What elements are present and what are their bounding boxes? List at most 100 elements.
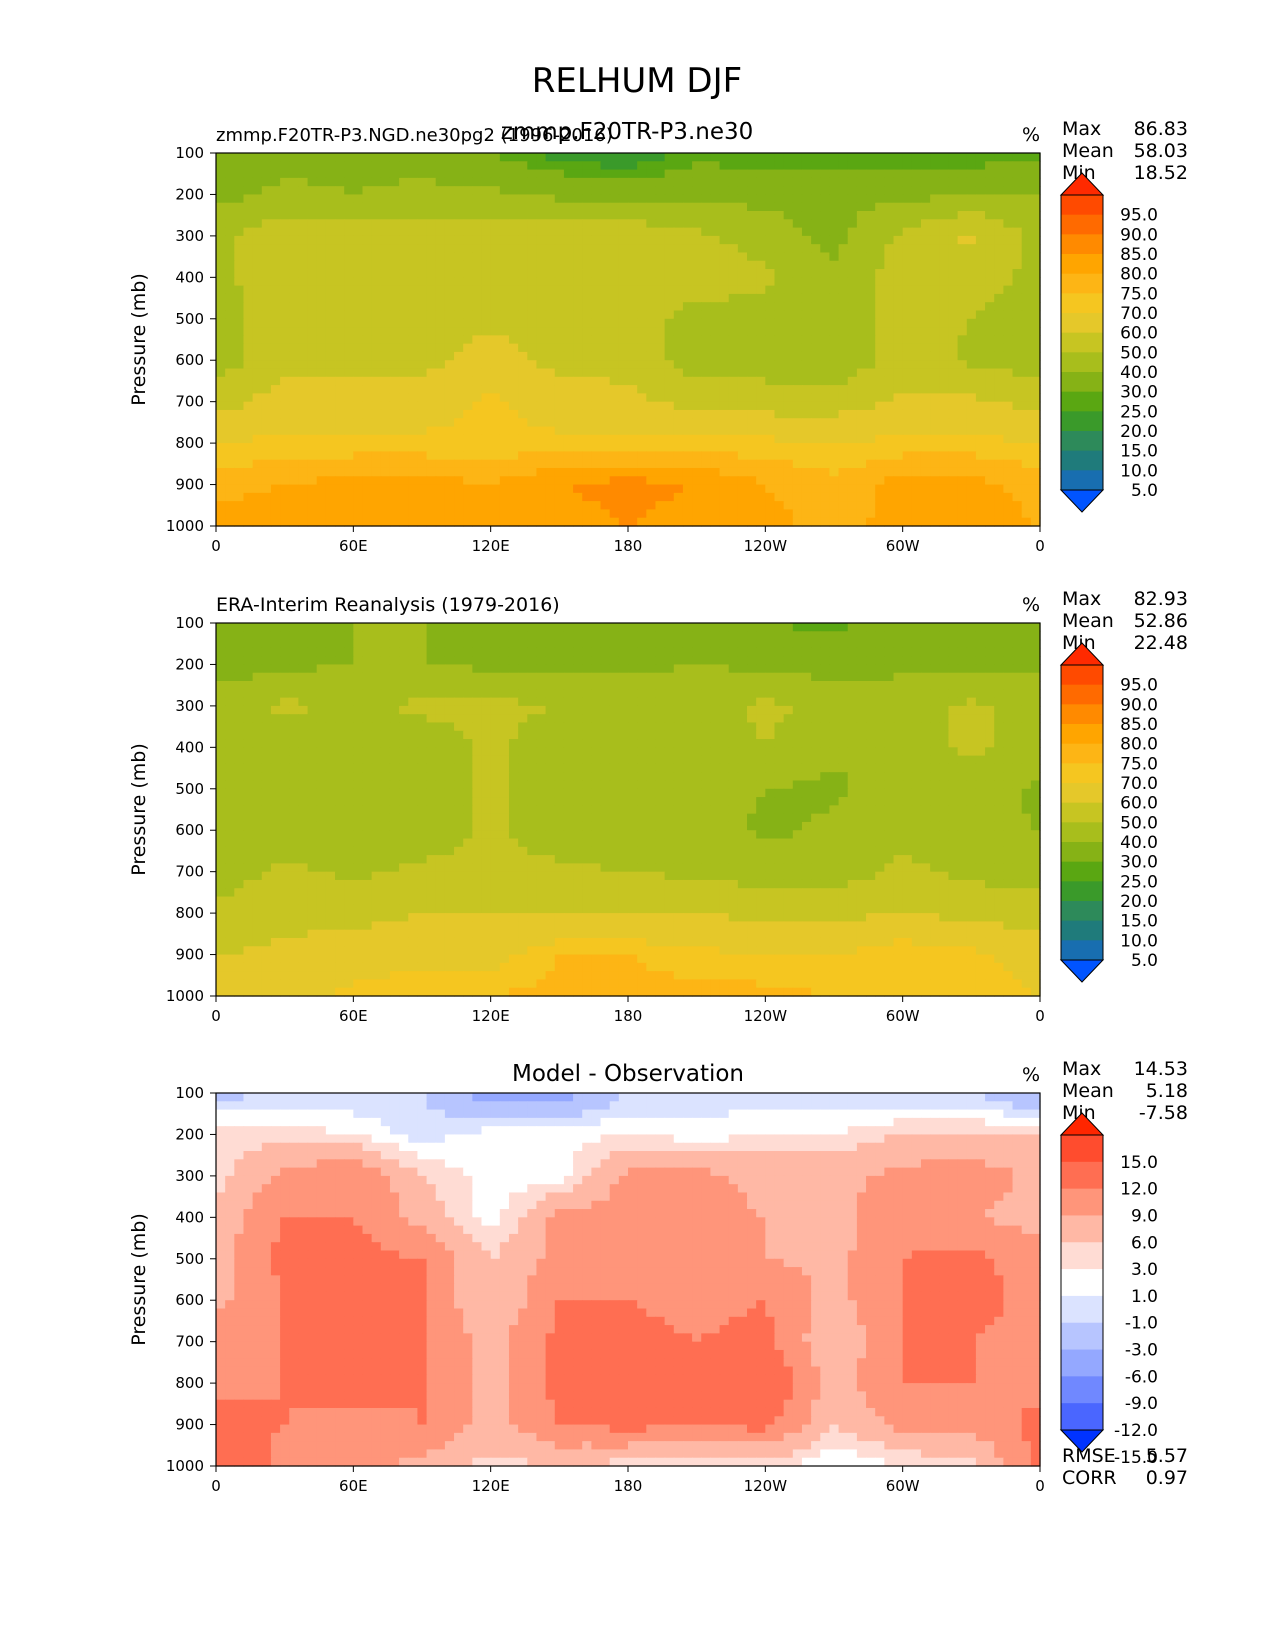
- heatmap-cell: [894, 369, 904, 378]
- heatmap-cell: [445, 228, 455, 237]
- heatmap-cell: [903, 509, 913, 518]
- heatmap-cell: [518, 698, 528, 707]
- heatmap-cell: [381, 385, 391, 394]
- heatmap-cell: [958, 369, 968, 378]
- heatmap-cell: [326, 518, 336, 527]
- heatmap-cell: [582, 360, 592, 369]
- heatmap-cell: [234, 509, 244, 518]
- heatmap-cell: [912, 476, 922, 485]
- heatmap-cell: [463, 211, 473, 220]
- heatmap-cell: [857, 476, 867, 485]
- heatmap-cell: [555, 360, 565, 369]
- heatmap-cell: [674, 369, 684, 378]
- heatmap-cell: [866, 219, 876, 228]
- heatmap-cell: [417, 170, 427, 179]
- heatmap-cell: [729, 186, 739, 195]
- heatmap-cell: [601, 509, 611, 518]
- heatmap-cell: [308, 302, 318, 311]
- heatmap-cell: [253, 252, 263, 261]
- heatmap-cell: [829, 468, 839, 477]
- heatmap-cell: [665, 310, 675, 319]
- heatmap-cell: [738, 203, 748, 212]
- heatmap-cell: [271, 435, 281, 444]
- heatmap-cell: [948, 310, 958, 319]
- heatmap-cell: [317, 369, 327, 378]
- heatmap-cell: [372, 656, 382, 665]
- heatmap-cell: [829, 319, 839, 328]
- heatmap-cell: [619, 194, 629, 203]
- heatmap-cell: [628, 468, 638, 477]
- heatmap-cell: [720, 236, 730, 245]
- heatmap-cell: [317, 194, 327, 203]
- heatmap-cell: [417, 427, 427, 436]
- heatmap-cell: [720, 640, 730, 649]
- heatmap-cell: [335, 427, 345, 436]
- heatmap-cell: [820, 664, 830, 673]
- heatmap-cell: [857, 435, 867, 444]
- heatmap-cell: [729, 509, 739, 518]
- heatmap-cell: [939, 656, 949, 665]
- heatmap-cell: [985, 673, 995, 682]
- heatmap-cell: [518, 170, 528, 179]
- heatmap-cell: [866, 435, 876, 444]
- heatmap-cell: [326, 664, 336, 673]
- heatmap-cell: [939, 170, 949, 179]
- heatmap-cell: [738, 360, 748, 369]
- heatmap-cell: [555, 194, 565, 203]
- heatmap-cell: [720, 194, 730, 203]
- heatmap-cell: [573, 252, 583, 261]
- heatmap-cell: [729, 344, 739, 353]
- heatmap-cell: [765, 369, 775, 378]
- heatmap-cell: [518, 335, 528, 344]
- heatmap-cell: [921, 319, 931, 328]
- heatmap-cell: [756, 269, 766, 278]
- heatmap-cell: [509, 468, 519, 477]
- heatmap-cell: [472, 656, 482, 665]
- heatmap-cell: [454, 410, 464, 419]
- heatmap-cell: [1013, 410, 1023, 419]
- heatmap-cell: [820, 443, 830, 452]
- heatmap-cell: [280, 302, 290, 311]
- heatmap-cell: [335, 178, 345, 187]
- heatmap-cell: [665, 393, 675, 402]
- heatmap-cell: [472, 377, 482, 386]
- heatmap-cell: [372, 352, 382, 361]
- heatmap-cell: [637, 219, 647, 228]
- heatmap-cell: [454, 689, 464, 698]
- heatmap-cell: [408, 435, 418, 444]
- heatmap-cell: [344, 402, 354, 411]
- heatmap-cell: [491, 203, 501, 212]
- heatmap-cell: [317, 435, 327, 444]
- heatmap-cell: [271, 211, 281, 220]
- heatmap-cell: [353, 435, 363, 444]
- heatmap-cell: [784, 418, 794, 427]
- heatmap-cell: [326, 385, 336, 394]
- heatmap-cell: [344, 518, 354, 527]
- heatmap-cell: [738, 393, 748, 402]
- heatmap-cell: [784, 335, 794, 344]
- heatmap-cell: [765, 410, 775, 419]
- y-tick-label: 600: [175, 351, 204, 369]
- heatmap-cell: [326, 161, 336, 170]
- heatmap-cell: [884, 261, 894, 270]
- heatmap-cell: [994, 673, 1004, 682]
- heatmap-cell: [1003, 319, 1013, 328]
- heatmap-cell: [646, 509, 656, 518]
- heatmap-cell: [408, 286, 418, 295]
- heatmap-cell: [417, 236, 427, 245]
- heatmap-cell: [271, 698, 281, 707]
- colorbar-swatch: [1061, 411, 1103, 431]
- heatmap-cell: [372, 673, 382, 682]
- heatmap-cell: [747, 194, 757, 203]
- heatmap-cell: [463, 319, 473, 328]
- heatmap-cell: [848, 369, 858, 378]
- heatmap-cell: [811, 344, 821, 353]
- heatmap-cell: [390, 631, 400, 640]
- heatmap-cell: [829, 252, 839, 261]
- heatmap-cell: [463, 418, 473, 427]
- heatmap-cell: [674, 451, 684, 460]
- heatmap-cell: [500, 518, 510, 527]
- heatmap-cell: [839, 385, 849, 394]
- heatmap-cell: [582, 344, 592, 353]
- heatmap-cell: [747, 261, 757, 270]
